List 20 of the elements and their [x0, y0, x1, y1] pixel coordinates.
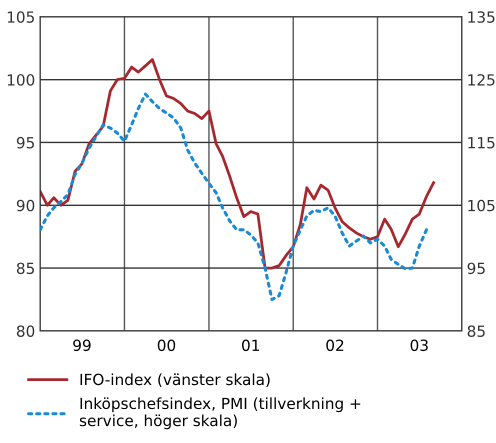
y2-tick-label: 105 — [468, 200, 494, 212]
y-tick-label: 100 — [8, 74, 34, 86]
y2-tick-label: 95 — [468, 262, 485, 274]
y-tick-label: 80 — [16, 325, 34, 337]
y-tick-label: 85 — [16, 262, 34, 274]
line-series — [40, 92, 428, 302]
y-tick-label: 90 — [16, 200, 34, 212]
x-tick-label: 01 — [242, 340, 260, 352]
legend-label: Inköpschefsindex, PMI (tillverkning + service, höger skala) — [80, 397, 360, 430]
x-tick-label: 02 — [326, 340, 344, 352]
y-tick-label: 95 — [16, 136, 34, 148]
legend-label: IFO-index (vänster skala) — [80, 373, 270, 388]
x-tick-label: 99 — [73, 340, 91, 352]
x-tick-label: 00 — [158, 340, 176, 352]
y2-tick-label: 115 — [468, 137, 494, 148]
x-tick-label: 03 — [410, 340, 428, 352]
y2-tick-label: 125 — [468, 74, 494, 86]
y2-tick-label: 85 — [468, 325, 485, 337]
y-tick-label: 105 — [8, 11, 34, 23]
y2-tick-label: 135 — [468, 11, 494, 23]
